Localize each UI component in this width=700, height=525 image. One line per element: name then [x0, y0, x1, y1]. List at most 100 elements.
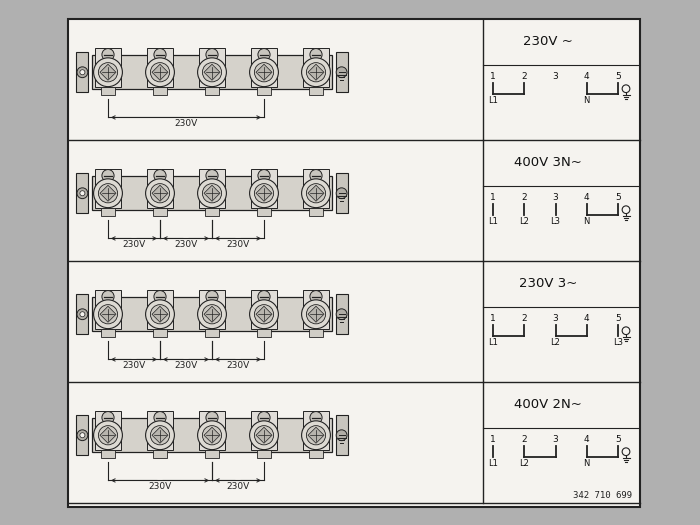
Polygon shape	[308, 306, 324, 322]
Bar	[309, 87, 323, 96]
Circle shape	[77, 309, 88, 320]
Circle shape	[254, 304, 274, 324]
Circle shape	[197, 300, 226, 329]
Circle shape	[310, 290, 322, 303]
Bar	[257, 449, 271, 458]
Text: 2: 2	[522, 435, 527, 444]
Circle shape	[77, 67, 88, 78]
Circle shape	[80, 433, 85, 438]
Text: 3: 3	[552, 314, 559, 323]
Circle shape	[197, 421, 226, 449]
Bar	[251, 290, 276, 329]
Bar	[257, 208, 271, 216]
Bar	[205, 208, 219, 216]
Bar	[153, 87, 167, 96]
Circle shape	[336, 430, 347, 440]
Circle shape	[336, 67, 347, 78]
Bar	[303, 48, 329, 87]
Text: L1: L1	[488, 338, 498, 347]
Bar	[309, 208, 323, 216]
Bar	[147, 169, 173, 208]
Bar	[309, 449, 323, 458]
Circle shape	[154, 412, 166, 424]
Bar	[101, 208, 116, 216]
Bar	[68, 19, 640, 507]
Circle shape	[102, 290, 114, 303]
Text: 2: 2	[522, 72, 527, 81]
Text: 3: 3	[552, 435, 559, 444]
Polygon shape	[204, 185, 220, 201]
Bar	[95, 48, 121, 87]
Circle shape	[99, 184, 118, 203]
Circle shape	[99, 304, 118, 324]
Circle shape	[302, 58, 330, 87]
Polygon shape	[100, 306, 116, 322]
Circle shape	[77, 430, 88, 440]
Text: 230V: 230V	[122, 240, 146, 249]
Bar	[257, 87, 271, 96]
Circle shape	[307, 426, 326, 445]
Circle shape	[99, 62, 118, 82]
Bar	[153, 329, 167, 338]
Bar	[199, 48, 225, 87]
Bar	[251, 169, 276, 208]
Bar	[303, 169, 329, 208]
Circle shape	[150, 62, 169, 82]
Bar	[92, 418, 332, 452]
Circle shape	[94, 300, 122, 329]
Polygon shape	[152, 427, 168, 443]
Text: 230V: 230V	[174, 120, 197, 129]
Bar	[205, 87, 219, 96]
Bar	[92, 297, 332, 331]
Bar	[101, 87, 116, 96]
Circle shape	[258, 412, 270, 424]
Text: L2: L2	[519, 217, 529, 226]
Circle shape	[202, 304, 222, 324]
Circle shape	[197, 58, 226, 87]
Polygon shape	[152, 64, 168, 80]
Text: 230V: 230V	[174, 361, 197, 371]
Circle shape	[77, 188, 88, 198]
Text: 4: 4	[584, 314, 589, 323]
Polygon shape	[152, 306, 168, 322]
Circle shape	[154, 170, 166, 182]
Bar	[303, 290, 329, 329]
Bar	[101, 329, 116, 338]
Text: L2: L2	[551, 338, 561, 347]
Circle shape	[197, 179, 226, 208]
Circle shape	[336, 309, 347, 320]
Circle shape	[302, 179, 330, 208]
Circle shape	[307, 304, 326, 324]
Polygon shape	[100, 185, 116, 201]
Circle shape	[258, 290, 270, 303]
Text: 5: 5	[615, 435, 621, 444]
Bar	[199, 290, 225, 329]
Circle shape	[94, 421, 122, 449]
Circle shape	[310, 48, 322, 61]
Circle shape	[254, 426, 274, 445]
Polygon shape	[308, 427, 324, 443]
Text: 342 710 699: 342 710 699	[573, 491, 632, 500]
Bar	[95, 290, 121, 329]
Text: L3: L3	[550, 217, 561, 226]
Text: N: N	[584, 217, 590, 226]
Polygon shape	[256, 64, 272, 80]
Text: 230V: 230V	[226, 240, 250, 249]
Circle shape	[336, 188, 347, 198]
Text: 230V ~: 230V ~	[523, 35, 573, 48]
Text: 3: 3	[552, 72, 559, 81]
Bar	[199, 411, 225, 449]
Text: 5: 5	[615, 72, 621, 81]
Circle shape	[146, 179, 174, 208]
Text: 230V: 230V	[148, 482, 172, 491]
Circle shape	[302, 300, 330, 329]
Text: 4: 4	[584, 193, 589, 202]
Bar	[147, 411, 173, 449]
Text: 1: 1	[490, 72, 496, 81]
Polygon shape	[152, 185, 168, 201]
Polygon shape	[204, 306, 220, 322]
Circle shape	[102, 48, 114, 61]
Circle shape	[80, 70, 85, 75]
Bar	[76, 173, 88, 213]
Bar	[95, 169, 121, 208]
